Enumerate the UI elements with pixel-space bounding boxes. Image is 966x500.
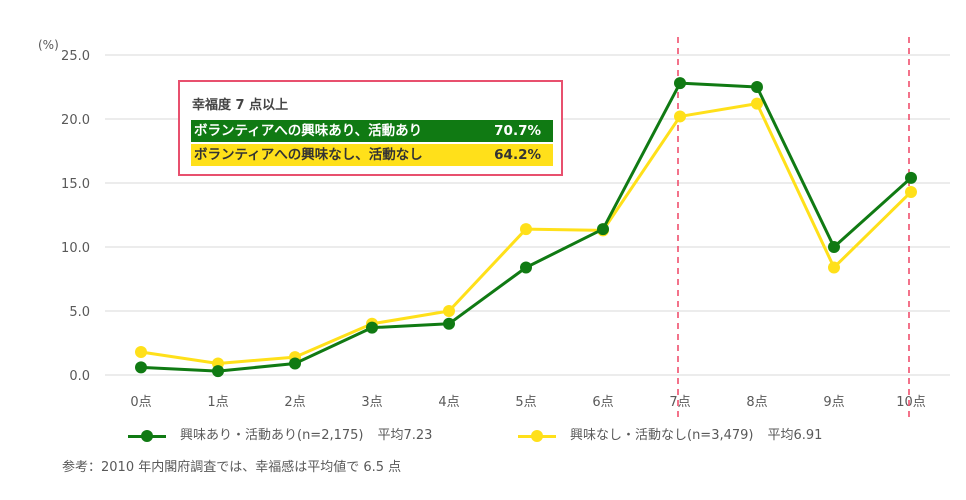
callout-row-value: 70.7% — [494, 123, 541, 139]
legend: 興味あり・活動あり(n=2,175) 平均7.23 興味なし・活動なし(n=3,4… — [0, 425, 966, 447]
callout-title: 幸福度 7 点以上 — [192, 98, 289, 113]
data-point-marker — [828, 241, 840, 253]
data-point-marker — [366, 321, 378, 334]
footnote: 参考：2010 年内閣府調査では、幸福感は平均値で 6.5 点 — [62, 460, 402, 475]
callout-row-no-interest-inactive: ボランティアへの興味なし、活動なし 64.2% — [191, 144, 553, 166]
data-series — [135, 77, 917, 378]
callout-row-label: ボランティアへの興味あり、活動あり — [194, 123, 423, 139]
callout-row-interest-active: ボランティアへの興味あり、活動あり 70.7% — [191, 120, 553, 142]
x-tick-label: 2点 — [284, 395, 305, 410]
data-point-marker — [443, 317, 455, 330]
data-point-marker — [674, 77, 686, 90]
yellow-line-marker-icon — [518, 430, 556, 442]
y-tick-label: 5.0 — [69, 305, 90, 320]
data-point-marker — [443, 305, 455, 317]
y-tick-label: 10.0 — [61, 241, 90, 256]
data-point-marker — [135, 345, 147, 358]
data-point-marker — [905, 185, 917, 198]
data-point-marker — [597, 223, 609, 236]
x-tick-label: 4点 — [438, 395, 459, 410]
y-tick-label: 25.0 — [61, 49, 90, 64]
data-point-marker — [828, 261, 840, 274]
callout-box: 幸福度 7 点以上 ボランティアへの興味あり、活動あり 70.7% ボランティア… — [178, 80, 563, 176]
legend-series-name: 興味あり・活動あり(n=2,175) — [180, 428, 364, 443]
x-tick-label: 0点 — [130, 395, 151, 410]
data-point-marker — [212, 365, 224, 378]
data-point-marker — [520, 223, 532, 236]
callout-row-label: ボランティアへの興味なし、活動なし — [194, 147, 423, 163]
data-point-marker — [751, 97, 763, 110]
x-tick-label: 1点 — [207, 395, 228, 410]
x-tick-label: 7点 — [669, 395, 690, 410]
y-tick-label: 15.0 — [61, 177, 90, 192]
callout-row-value: 64.2% — [494, 147, 541, 163]
x-tick-label: 10点 — [896, 395, 926, 410]
data-point-marker — [751, 81, 763, 93]
x-tick-label: 6点 — [592, 395, 613, 410]
y-axis-ticks: 0.0 5.0 10.0 15.0 20.0 25.0 — [61, 49, 90, 384]
data-point-marker — [905, 171, 917, 184]
x-tick-label: 3点 — [361, 395, 382, 410]
legend-series-mean: 平均7.23 — [377, 428, 433, 443]
x-tick-label: 5点 — [515, 395, 536, 410]
y-axis-unit-label: (%) — [38, 38, 59, 52]
data-point-marker — [520, 261, 532, 274]
y-tick-label: 20.0 — [61, 113, 90, 128]
data-point-marker — [135, 361, 147, 374]
series-interest-active — [135, 77, 917, 378]
x-axis-ticks: 0点 1点 2点 3点 4点 5点 6点 7点 8点 9点 10点 — [130, 395, 925, 410]
legend-series-mean: 平均6.91 — [767, 428, 823, 443]
green-line-marker-icon — [128, 430, 166, 442]
x-tick-label: 9点 — [823, 395, 844, 410]
highlight-dashed-lines — [677, 37, 910, 420]
data-point-marker — [289, 357, 301, 370]
legend-series-name: 興味なし・活動なし(n=3,479) — [570, 428, 754, 443]
x-tick-label: 8点 — [746, 395, 767, 410]
y-tick-label: 0.0 — [69, 369, 90, 384]
data-point-marker — [674, 110, 686, 123]
line-chart: 0.0 5.0 10.0 15.0 20.0 25.0 0点 1点 2点 3点 4点 5点 6点 7点 8… — [61, 37, 950, 420]
